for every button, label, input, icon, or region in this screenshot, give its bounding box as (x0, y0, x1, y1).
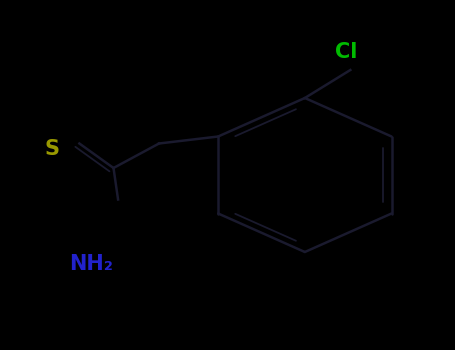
Text: Cl: Cl (334, 42, 357, 63)
Text: S: S (45, 139, 60, 159)
Text: NH₂: NH₂ (69, 254, 113, 274)
